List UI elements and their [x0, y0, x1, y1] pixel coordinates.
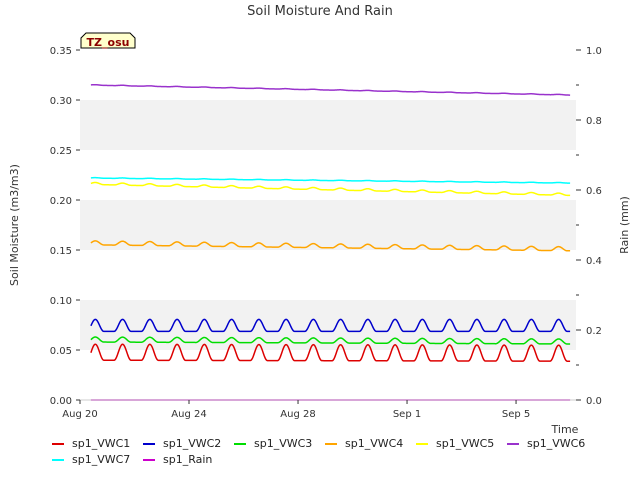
series-line-sp1_VWC7 — [90, 176, 571, 184]
legend-item-sp1_VWC7: sp1_VWC7 — [52, 452, 130, 468]
series-line-sp1_VWC2 — [90, 318, 571, 333]
legend-swatch — [416, 443, 428, 445]
grid-band — [80, 100, 576, 150]
legend-swatch — [52, 443, 64, 445]
chart-title: Soil Moisture And Rain — [247, 4, 393, 19]
legend-item-sp1_VWC5: sp1_VWC5 — [416, 436, 494, 452]
y-tick-label: 0.25 — [50, 146, 72, 157]
series-line-sp1_VWC5 — [90, 181, 571, 197]
y-tick-label: 0.35 — [50, 46, 72, 57]
legend-label: sp1_VWC4 — [345, 437, 404, 450]
y-tick-label: 0.20 — [50, 196, 72, 207]
y2-tick-label: 0.2 — [586, 326, 602, 337]
legend-item-sp1_VWC1: sp1_VWC1 — [52, 436, 130, 452]
legend-label: sp1_VWC6 — [527, 437, 586, 450]
series-line-sp1_VWC1 — [90, 343, 571, 362]
series-line-sp1_VWC3 — [90, 336, 571, 345]
series-line-sp1_VWC4 — [90, 240, 571, 252]
series-line-sp1_VWC6 — [90, 83, 571, 96]
y-tick-label: 0.00 — [50, 396, 72, 407]
legend-label: sp1_VWC7 — [72, 453, 131, 466]
legend-swatch — [325, 443, 337, 445]
legend-label: sp1_VWC5 — [436, 437, 495, 450]
y-tick-label: 0.05 — [50, 346, 72, 357]
legend-swatch — [52, 459, 64, 461]
y2-tick-label: 0.6 — [586, 186, 602, 197]
y-tick-label: 0.30 — [50, 96, 72, 107]
x-axis-label: Time — [551, 423, 579, 436]
legend-swatch — [143, 443, 155, 445]
axes-layer: 0.00 0.05 0.10 0.15 0.20 0.25 0.30 0.35 0.0 0.2 0.… — [50, 46, 602, 420]
site-badge-text: TZ_osu — [87, 36, 130, 49]
y-axis-label: Soil Moisture (m3/m3) — [8, 164, 21, 286]
grid-bands — [80, 100, 576, 350]
y2-axis-label: Rain (mm) — [618, 196, 631, 254]
legend-item-sp1_Rain: sp1_Rain — [143, 452, 212, 468]
site-badge-shape — [80, 32, 136, 49]
x-tick-label: Aug 28 — [280, 409, 315, 420]
legend-label: sp1_Rain — [163, 453, 213, 466]
grid-band — [80, 200, 576, 250]
y-tick-label: 0.10 — [50, 296, 72, 307]
legend-item-sp1_VWC2: sp1_VWC2 — [143, 436, 221, 452]
legend-swatch — [507, 443, 519, 445]
y2-tick-label: 0.4 — [586, 256, 602, 267]
legend-label: sp1_VWC1 — [72, 437, 131, 450]
x-tick-label: Aug 20 — [62, 409, 97, 420]
legend-item-sp1_VWC6: sp1_VWC6 — [507, 436, 585, 452]
legend-label: sp1_VWC2 — [163, 437, 222, 450]
x-tick-label: Aug 24 — [171, 409, 206, 420]
legend-swatch — [234, 443, 246, 445]
y2-tick-label: 0.0 — [586, 396, 602, 407]
site-badge: TZ_osu — [80, 32, 136, 49]
legend-item-sp1_VWC3: sp1_VWC3 — [234, 436, 312, 452]
x-tick-label: Sep 5 — [502, 409, 530, 420]
y2-tick-label: 0.8 — [586, 116, 602, 127]
y2-tick-label: 1.0 — [586, 46, 602, 57]
x-tick-label: Sep 1 — [393, 409, 421, 420]
legend-item-sp1_VWC4: sp1_VWC4 — [325, 436, 403, 452]
y-tick-label: 0.15 — [50, 246, 72, 257]
legend-label: sp1_VWC3 — [254, 437, 313, 450]
legend-swatch — [143, 459, 155, 461]
